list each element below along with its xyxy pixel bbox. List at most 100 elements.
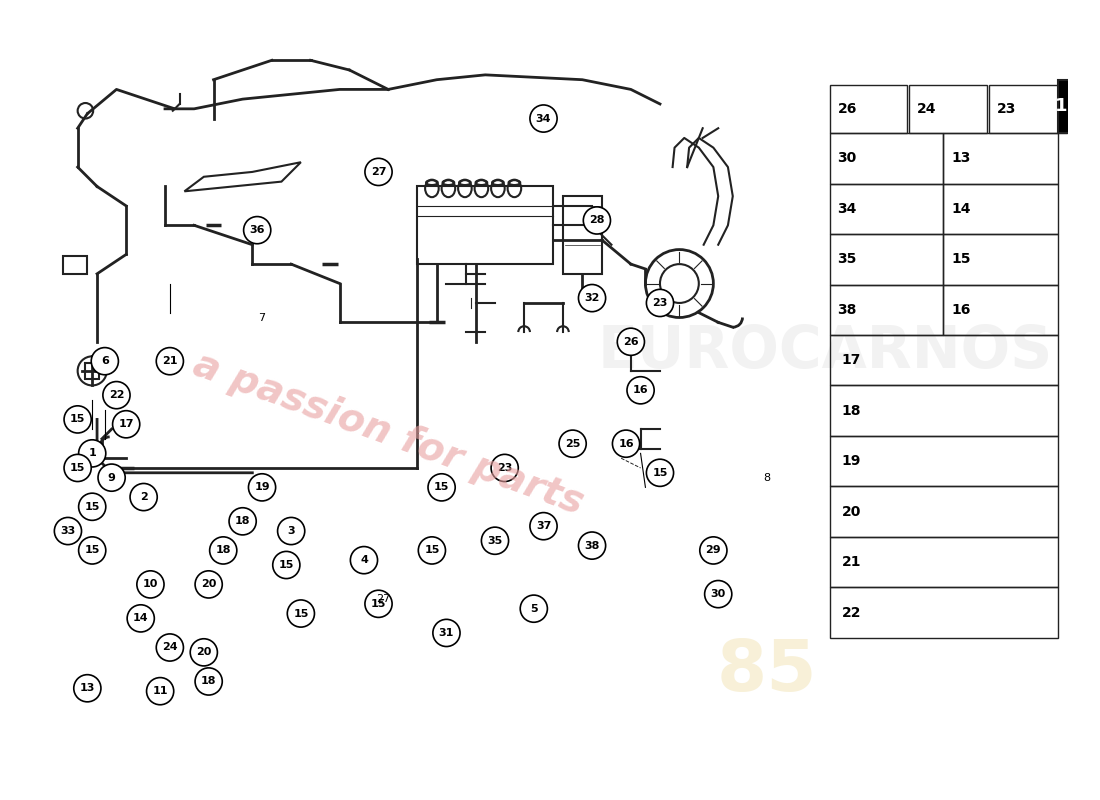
Circle shape	[351, 546, 377, 574]
Text: 26: 26	[623, 337, 639, 346]
Circle shape	[647, 290, 673, 317]
Circle shape	[98, 464, 125, 491]
Circle shape	[74, 674, 101, 702]
Text: 2: 2	[140, 492, 147, 502]
Text: 20: 20	[201, 579, 217, 590]
Text: 32: 32	[584, 293, 600, 303]
Circle shape	[195, 571, 222, 598]
Circle shape	[617, 328, 645, 355]
Text: 16: 16	[632, 386, 648, 395]
Text: 24: 24	[917, 102, 937, 116]
Circle shape	[136, 571, 164, 598]
Circle shape	[530, 513, 557, 540]
Circle shape	[287, 600, 315, 627]
Text: 30: 30	[837, 151, 857, 166]
Text: 26: 26	[837, 102, 857, 116]
Text: 8: 8	[763, 473, 770, 482]
Text: 15: 15	[652, 468, 668, 478]
Text: a passion for parts: a passion for parts	[188, 346, 588, 522]
Text: 18: 18	[842, 404, 861, 418]
Text: 21: 21	[162, 356, 177, 366]
Text: 15: 15	[952, 252, 970, 266]
Circle shape	[156, 347, 184, 374]
Circle shape	[433, 619, 460, 646]
Circle shape	[243, 217, 271, 244]
FancyBboxPatch shape	[1058, 80, 1070, 133]
Circle shape	[520, 595, 548, 622]
Circle shape	[418, 537, 446, 564]
Text: 15: 15	[70, 414, 86, 425]
Circle shape	[559, 430, 586, 458]
Circle shape	[249, 474, 276, 501]
Text: 33: 33	[60, 526, 76, 536]
Circle shape	[491, 454, 518, 482]
Text: 23: 23	[652, 298, 668, 308]
Circle shape	[277, 518, 305, 545]
Text: 29: 29	[705, 546, 722, 555]
Text: 7: 7	[258, 313, 265, 322]
Text: 38: 38	[584, 541, 600, 550]
Text: 28: 28	[590, 215, 605, 226]
Circle shape	[273, 551, 300, 578]
Circle shape	[365, 158, 392, 186]
Circle shape	[627, 377, 654, 404]
Text: 5: 5	[530, 604, 538, 614]
Text: 18: 18	[235, 516, 251, 526]
Circle shape	[482, 527, 508, 554]
Text: 19: 19	[254, 482, 270, 492]
Circle shape	[64, 406, 91, 433]
Text: 15: 15	[294, 609, 309, 618]
Text: 9: 9	[108, 473, 115, 482]
Text: 25: 25	[565, 438, 581, 449]
Text: 34: 34	[536, 114, 551, 123]
Text: 201 10: 201 10	[1030, 98, 1099, 115]
Circle shape	[156, 634, 184, 661]
Circle shape	[530, 105, 557, 132]
Text: 15: 15	[371, 599, 386, 609]
Text: 13: 13	[952, 151, 970, 166]
FancyBboxPatch shape	[63, 256, 87, 274]
Text: 34: 34	[837, 202, 857, 216]
Circle shape	[579, 285, 606, 312]
Text: 14: 14	[952, 202, 970, 216]
Circle shape	[210, 537, 236, 564]
Circle shape	[130, 483, 157, 510]
Text: 31: 31	[439, 628, 454, 638]
Text: 1: 1	[88, 448, 96, 458]
Text: 22: 22	[109, 390, 124, 400]
Circle shape	[195, 668, 222, 695]
Text: 30: 30	[711, 589, 726, 599]
Text: 17: 17	[119, 419, 134, 430]
Text: 35: 35	[487, 536, 503, 546]
Text: 20: 20	[842, 505, 861, 518]
Text: EUROCARNOS: EUROCARNOS	[597, 323, 1053, 380]
Circle shape	[64, 454, 91, 482]
Circle shape	[190, 638, 218, 666]
Circle shape	[112, 410, 140, 438]
Text: 23: 23	[497, 463, 513, 473]
Text: 19: 19	[842, 454, 861, 468]
Text: 35: 35	[837, 252, 857, 266]
Text: 15: 15	[433, 482, 449, 492]
Circle shape	[78, 537, 106, 564]
Text: 16: 16	[952, 302, 970, 317]
Text: 27: 27	[371, 167, 386, 177]
Text: 85: 85	[716, 638, 817, 706]
Text: 11: 11	[153, 686, 168, 696]
Text: 38: 38	[837, 302, 857, 317]
Text: 17: 17	[842, 354, 861, 367]
Circle shape	[128, 605, 154, 632]
Circle shape	[54, 518, 81, 545]
Text: 4: 4	[360, 555, 367, 565]
Text: 20: 20	[196, 647, 211, 658]
Circle shape	[229, 508, 256, 535]
Text: 10: 10	[143, 579, 158, 590]
Text: 15: 15	[425, 546, 440, 555]
Text: 15: 15	[85, 502, 100, 512]
Circle shape	[78, 440, 106, 467]
Circle shape	[91, 347, 119, 374]
Circle shape	[78, 493, 106, 520]
Circle shape	[365, 590, 392, 618]
Text: 22: 22	[842, 606, 861, 619]
Text: 18: 18	[201, 677, 217, 686]
